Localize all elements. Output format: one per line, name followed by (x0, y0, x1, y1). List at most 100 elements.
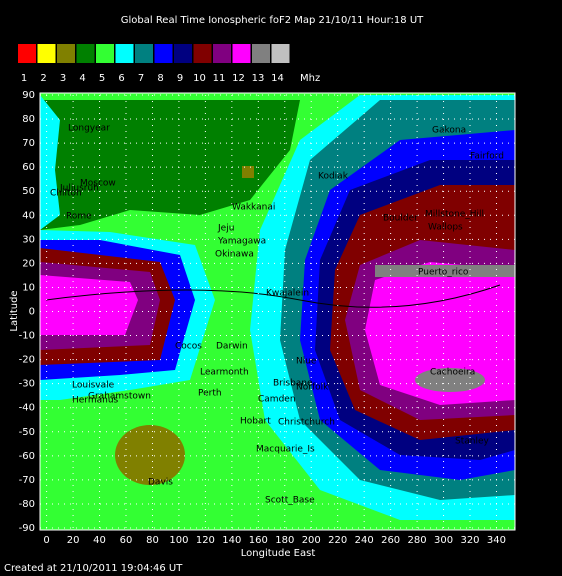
legend-label: 1 (21, 73, 27, 84)
station-label: Kodiak (318, 172, 349, 182)
station-label: Moscow (80, 179, 116, 189)
legend-swatch (271, 44, 290, 63)
band (40, 95, 60, 230)
station-label: Scott_Base (265, 496, 315, 506)
footer: Created at 21/10/2011 19:04:46 UT (4, 563, 183, 574)
x-axis-label: Longitude East (241, 548, 316, 559)
band (365, 262, 515, 405)
station-label: Brisbane (273, 379, 313, 389)
station-label: Boulder (383, 214, 418, 224)
band (242, 166, 254, 178)
station-label: Cocos (175, 342, 202, 352)
x-tick-label: 160 (249, 535, 268, 546)
station-label: Juliusruh (59, 184, 99, 194)
band (375, 265, 515, 277)
x-tick-label: 20 (67, 535, 80, 546)
y-tick-label: 20 (22, 258, 35, 269)
legend-label: 5 (99, 73, 105, 84)
legend-label: 12 (232, 73, 245, 84)
plot-frame (39, 92, 516, 531)
x-tick-label: 200 (302, 535, 321, 546)
station-label: Niue (296, 357, 317, 367)
y-tick-label: -30 (19, 379, 35, 390)
x-tick-label: 320 (460, 535, 479, 546)
legend-label: 11 (213, 73, 226, 84)
legend-swatch (252, 44, 270, 63)
band (115, 425, 185, 485)
legend-label: 6 (118, 73, 124, 84)
legend-swatch (193, 44, 212, 63)
x-tick-label: 300 (434, 535, 453, 546)
x-tick-label: 140 (222, 535, 241, 546)
legend-swatch (37, 44, 56, 63)
legend-label: 7 (138, 73, 144, 84)
station-label: Yamagawa (217, 237, 266, 247)
y-tick-label: -20 (19, 355, 35, 366)
station-label: Wakkanai (232, 203, 275, 213)
station-label: Jeju (217, 224, 234, 234)
station-label: Gakona (432, 126, 466, 136)
y-tick-label: 10 (22, 282, 35, 293)
y-tick-label: 40 (22, 210, 35, 221)
station-label: Stanley (455, 437, 489, 447)
station-label: Hobart (240, 417, 271, 427)
legend-label: 3 (60, 73, 66, 84)
y-tick-label: -10 (19, 331, 35, 342)
legend-label: 2 (40, 73, 46, 84)
station-label: Christchurch (278, 418, 335, 428)
station-label: Millstone_Hill (425, 210, 484, 220)
station-label: Grahamstown (88, 392, 151, 402)
title: Global Real Time Ionospheric foF2 Map 21… (121, 15, 424, 26)
x-tick-label: 340 (487, 535, 506, 546)
y-tick-label: 80 (22, 114, 35, 125)
station-label: Kwajalein (266, 289, 309, 299)
legend-swatch (57, 44, 75, 63)
legend-swatch (174, 44, 192, 63)
legend-label: 8 (157, 73, 163, 84)
y-tick-label: 50 (22, 186, 35, 197)
station-label: Chilton (50, 189, 82, 199)
x-tick-label: 40 (93, 535, 106, 546)
y-axis-label: Latitude (9, 290, 20, 331)
legend-unit: Mhz (300, 73, 320, 84)
x-tick-label: 260 (381, 535, 400, 546)
station-label: Okinawa (215, 250, 254, 260)
band (40, 275, 138, 335)
x-tick-label: 100 (169, 535, 188, 546)
legend-label: 4 (79, 73, 85, 84)
legend-label: 14 (271, 73, 284, 84)
y-tick-label: -90 (19, 523, 35, 534)
legend-label: 10 (193, 73, 206, 84)
station-label: Fairford (470, 152, 504, 162)
y-tick-label: -80 (19, 499, 35, 510)
station-label: Louisvale (72, 381, 115, 391)
station-label: Perth (198, 389, 222, 399)
station-label: Rome (66, 212, 92, 222)
y-tick-label: 0 (29, 307, 35, 318)
legend-swatch (154, 44, 173, 63)
y-tick-label: -50 (19, 427, 35, 438)
y-tick-label: -40 (19, 403, 35, 414)
legend-swatch (135, 44, 153, 63)
x-tick-label: 60 (120, 535, 133, 546)
y-tick-label: -60 (19, 451, 35, 462)
x-tick-label: 80 (146, 535, 159, 546)
y-tick-label: 60 (22, 162, 35, 173)
legend-label: 9 (177, 73, 183, 84)
station-label: Wallops (428, 223, 463, 233)
station-label: Learmonth (200, 368, 249, 378)
legend-swatch (232, 44, 251, 63)
station-label: Darwin (216, 342, 248, 352)
y-tick-label: 90 (22, 90, 35, 101)
band (415, 368, 485, 392)
station-label: Davis (148, 478, 173, 488)
equator-line (45, 284, 501, 308)
legend-label: 13 (252, 73, 265, 84)
station-label: Camden (258, 395, 296, 405)
station-label: Cachoeira (430, 368, 475, 378)
plot-area (40, 93, 515, 530)
legend-swatch (115, 44, 134, 63)
station-label: Puerto_rico (418, 268, 469, 278)
x-tick-label: 120 (196, 535, 215, 546)
x-tick-label: 180 (275, 535, 294, 546)
